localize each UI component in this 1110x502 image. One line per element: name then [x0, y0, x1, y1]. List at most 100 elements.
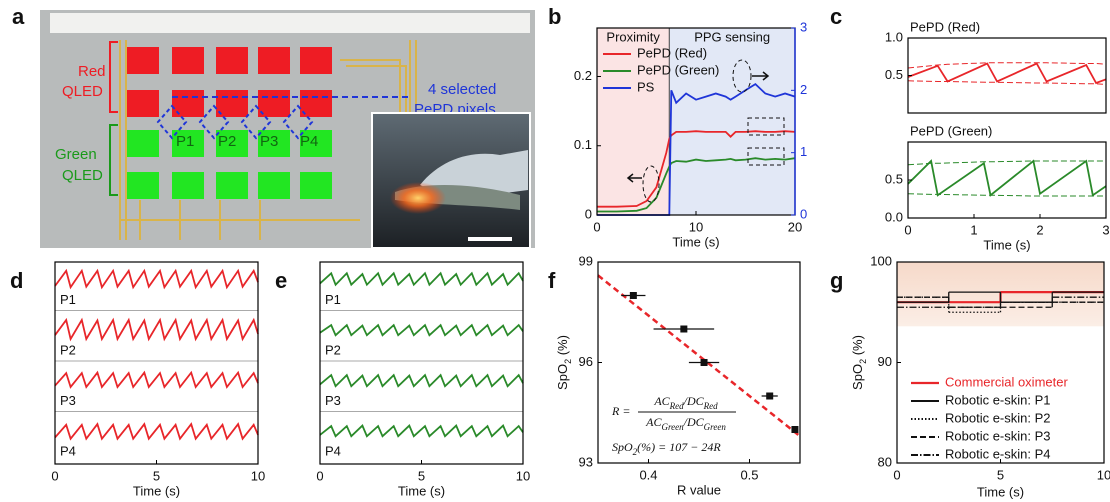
legend-label: Commercial oximeter: [945, 374, 1068, 389]
plot-frame: [907, 37, 1107, 114]
x-axis-label: Time (s): [977, 484, 1024, 499]
legend-label: Robotic e-skin: P4: [945, 446, 1051, 461]
x-axis-label: Time (s): [133, 483, 180, 498]
legend-label: PS: [637, 79, 655, 94]
legend-label: Robotic e-skin: P3: [945, 428, 1051, 443]
formula-part: SpO: [612, 440, 633, 454]
series-line: [907, 160, 1106, 166]
x-tick-label: 0.4: [639, 467, 657, 482]
panel-letter: f: [548, 268, 556, 293]
series-line: [907, 62, 1107, 85]
x-tick-label: 5: [153, 468, 160, 483]
pixel-label: P4: [300, 133, 318, 150]
x-tick-label: 5: [418, 468, 425, 483]
data-point: [766, 392, 774, 400]
legend-label: PePD (Red): [637, 45, 707, 60]
formula-part: Red: [703, 401, 718, 411]
panel-letter: b: [548, 4, 561, 29]
y-tick-label: 1.0: [885, 29, 903, 44]
formula-part: /DC: [683, 394, 705, 408]
series-line: [907, 62, 1107, 69]
series-line: [907, 159, 1107, 197]
green-bracket: [109, 124, 118, 196]
series-line: [54, 422, 259, 441]
x-tick-label: 2: [1036, 222, 1043, 237]
x-tick-label: 1: [970, 222, 977, 237]
x-tick-label: 10: [251, 468, 265, 483]
pixel-label: P3: [260, 133, 278, 150]
annotation-ellipse: [732, 59, 752, 93]
annotation-arrow: [752, 71, 770, 81]
trace-label: P4: [60, 443, 76, 458]
data-point: [680, 325, 688, 333]
y-axis-label: SpO2 (%): [850, 335, 868, 390]
pixel-label: P1: [176, 133, 194, 150]
x-tick-label: 10: [689, 219, 703, 234]
formula-part: Green: [661, 422, 684, 432]
formula-part: (%) = 107 − 24R: [637, 440, 721, 454]
region-label: PPG sensing: [694, 29, 770, 44]
formula-part: /DC: [683, 415, 705, 429]
label-part: 2: [858, 359, 868, 364]
y-tick-label: 99: [579, 253, 593, 268]
annotation-box: [747, 147, 785, 166]
y2-tick-label: 0: [800, 206, 807, 221]
subplot-title: PePD (Green): [910, 123, 992, 138]
legend-label: Robotic e-skin: P2: [945, 410, 1051, 425]
y-tick-label: 0.5: [885, 171, 903, 186]
series-line: [319, 373, 524, 388]
label-part: (%): [850, 335, 865, 359]
data-point: [629, 292, 637, 299]
y2-tick-label: 1: [800, 144, 807, 159]
legend-label: PePD (Green): [637, 62, 719, 77]
series-line: [319, 323, 524, 337]
series-line: [54, 370, 259, 389]
y-tick-label: 80: [878, 454, 892, 469]
traces: [119, 40, 417, 240]
x-tick-label: 0: [593, 219, 600, 234]
x-tick-label: 3: [1102, 222, 1109, 237]
series-line: [319, 424, 524, 438]
label-part: SpO: [555, 364, 570, 390]
plot-frame: [907, 141, 1107, 219]
panel-a: a Red QLED Green QLED 4 selected PePD pi…: [12, 4, 535, 249]
inset-photo: [371, 112, 531, 249]
formula-text: ACGreen/DCGreen: [645, 415, 726, 432]
x-tick-label: 5: [997, 467, 1004, 482]
series-line: [54, 317, 259, 342]
x-tick-label: 0: [904, 222, 911, 237]
y-tick-label: 0: [585, 206, 592, 221]
trace-label: P1: [325, 292, 341, 307]
x-tick-label: 10: [516, 468, 530, 483]
region: [669, 28, 795, 215]
red-label: Red: [78, 63, 106, 80]
data-point: [700, 359, 708, 366]
formula-part: AC: [653, 394, 670, 408]
y2-tick-label: 3: [800, 19, 807, 34]
series-line: [597, 157, 796, 213]
series-line: [54, 268, 259, 290]
selection-diamonds: [156, 104, 314, 140]
series-line: [907, 80, 1107, 85]
panel-letter: d: [10, 268, 23, 293]
trace-label: P4: [325, 443, 341, 458]
x-axis-label: Time (s): [983, 237, 1030, 252]
y-tick-label: 100: [870, 253, 892, 268]
label-part: 2: [563, 359, 573, 364]
y-tick-label: 93: [579, 454, 593, 469]
series-line: [597, 130, 796, 208]
red-bracket: [109, 41, 118, 113]
label-part: SpO: [850, 364, 865, 390]
y-tick-label: 0.1: [574, 137, 592, 152]
x-tick-label: 0: [51, 468, 58, 483]
red-pixels: [127, 47, 332, 117]
panel-letter: g: [830, 268, 843, 293]
fit-line: [597, 274, 801, 438]
pixel-label: P2: [218, 133, 236, 150]
annotation-ellipse: [642, 165, 660, 203]
green-label: Green: [55, 146, 97, 163]
formula-part: 2: [633, 447, 638, 457]
y-tick-label: 0.5: [885, 67, 903, 82]
selected-label: 4 selected: [428, 81, 496, 98]
